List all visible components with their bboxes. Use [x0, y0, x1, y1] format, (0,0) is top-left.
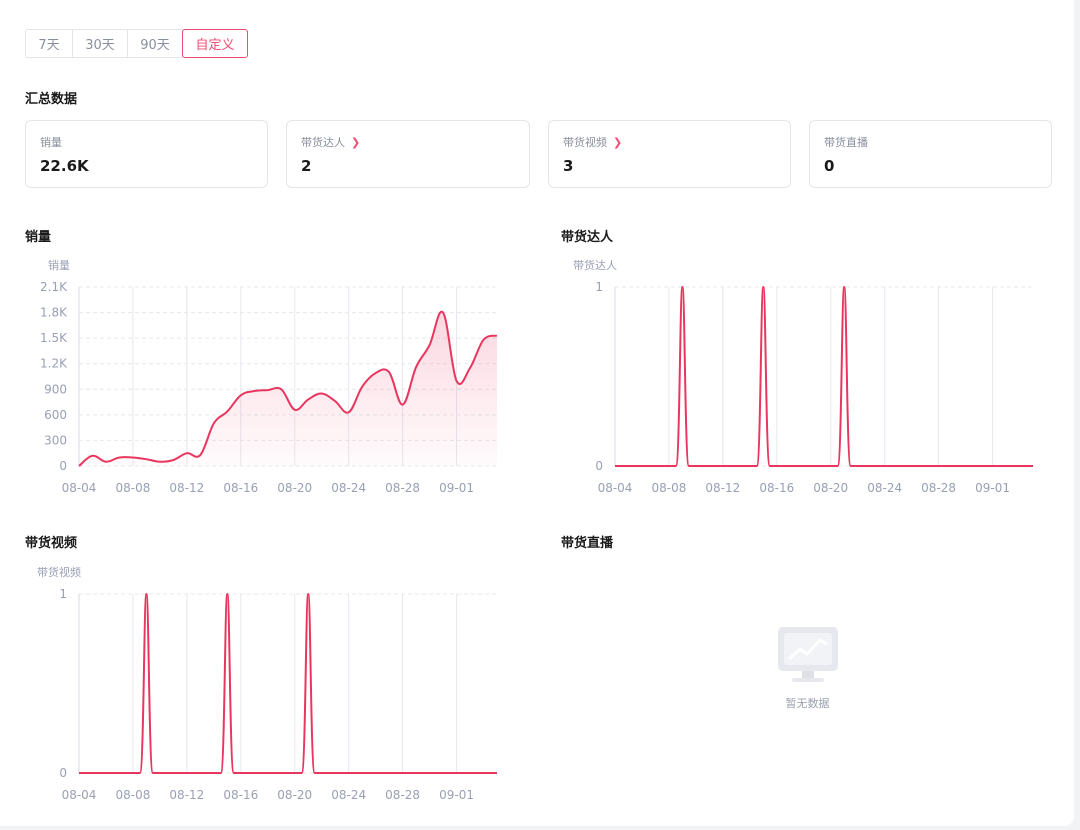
x-tick-label: 09-01: [439, 788, 474, 802]
x-tick-label: 08-12: [169, 481, 204, 495]
card-label: 销量: [40, 136, 62, 149]
x-tick-label: 08-04: [62, 481, 97, 495]
y-tick-label: 1.8K: [40, 306, 68, 320]
sales-chart[interactable]: 销量 0 300 600 900 1.2K 1.5K 1.8K 2.1K 08-04 08-08 08…: [0, 250, 530, 500]
x-tick-label: 08-24: [331, 481, 366, 495]
sales-chart-title: 销量: [25, 230, 52, 245]
summary-card-sales: 销量 22.6K: [25, 120, 268, 188]
tab-7-days[interactable]: 7天: [25, 29, 73, 58]
summary-card-videos[interactable]: 带货视频 ❯ 3: [548, 120, 791, 188]
x-tick-label: 08-08: [115, 788, 150, 802]
series-area-fill: [79, 311, 497, 466]
y-tick-label: 1: [59, 587, 67, 601]
x-tick-label: 08-20: [813, 481, 848, 495]
x-tick-label: 08-04: [62, 788, 97, 802]
x-tick-label: 08-16: [223, 788, 258, 802]
y-tick-label: 300: [44, 433, 67, 447]
influencers-chart-title: 带货达人: [561, 230, 614, 245]
empty-text: 暂无数据: [785, 697, 830, 710]
card-value: 0: [824, 157, 835, 175]
y-tick-label: 0: [595, 459, 603, 473]
chevron-right-icon[interactable]: ❯: [351, 135, 361, 149]
tab-30-days[interactable]: 30天: [72, 29, 128, 58]
summary-card-live: 带货直播 0: [809, 120, 1052, 188]
series-line[interactable]: [78, 310, 498, 467]
tab-custom[interactable]: 自定义: [182, 29, 248, 58]
y-tick-label: 600: [44, 408, 67, 422]
card-label: 带货达人: [301, 136, 345, 149]
y-tick-label: 0: [59, 459, 67, 473]
card-value: 2: [301, 157, 312, 175]
y-axis-unit-label: 带货达人: [573, 258, 617, 272]
x-tick-label: 08-04: [598, 481, 633, 495]
y-axis-unit-label: 带货视频: [37, 565, 81, 579]
series-line[interactable]: [615, 286, 1033, 467]
x-tick-label: 08-08: [651, 481, 686, 495]
card-value: 3: [563, 157, 574, 175]
x-tick-label: 08-28: [385, 481, 420, 495]
date-range-selector: 7天 30天 90天 自定义: [25, 29, 248, 58]
y-axis-unit-label: 销量: [48, 258, 70, 272]
x-tick-label: 08-24: [331, 788, 366, 802]
chevron-right-icon[interactable]: ❯: [613, 135, 623, 149]
x-tick-label: 08-12: [169, 788, 204, 802]
summary-title: 汇总数据: [25, 92, 78, 107]
x-tick-label: 08-12: [705, 481, 740, 495]
x-tick-label: 08-16: [759, 481, 794, 495]
x-tick-label: 08-28: [921, 481, 956, 495]
summary-card-influencers[interactable]: 带货达人 ❯ 2: [286, 120, 530, 188]
x-tick-label: 08-16: [223, 481, 258, 495]
x-tick-label: 08-08: [115, 481, 150, 495]
y-tick-label: 1.5K: [40, 331, 68, 345]
empty-state: 暂无数据: [760, 625, 855, 711]
influencers-chart[interactable]: 带货达人 0 1 08-04 08-08 08-12 08-16 08-20 08-24 08-2…: [536, 250, 1066, 500]
videos-chart[interactable]: 带货视频 0 1 08-04 08-08 08-12 08-16 08-20 08-24 08-2…: [0, 557, 530, 807]
x-tick-label: 09-01: [975, 481, 1010, 495]
y-tick-label: 1: [595, 280, 603, 294]
live-chart-title: 带货直播: [561, 536, 614, 551]
series-line[interactable]: [79, 593, 497, 774]
card-value: 22.6K: [40, 157, 89, 175]
y-tick-label: 2.1K: [40, 280, 68, 294]
x-tick-label: 08-24: [867, 481, 902, 495]
card-label: 带货直播: [824, 136, 868, 149]
x-tick-label: 08-28: [385, 788, 420, 802]
tab-90-days[interactable]: 90天: [127, 29, 183, 58]
videos-chart-title: 带货视频: [25, 536, 78, 551]
x-tick-label: 09-01: [439, 481, 474, 495]
x-tick-label: 08-20: [277, 481, 312, 495]
y-tick-label: 900: [44, 382, 67, 396]
x-tick-label: 08-20: [277, 788, 312, 802]
card-label: 带货视频: [563, 136, 607, 149]
y-tick-label: 0: [59, 766, 67, 780]
y-tick-label: 1.2K: [40, 357, 68, 371]
empty-monitor-icon: [777, 627, 838, 682]
